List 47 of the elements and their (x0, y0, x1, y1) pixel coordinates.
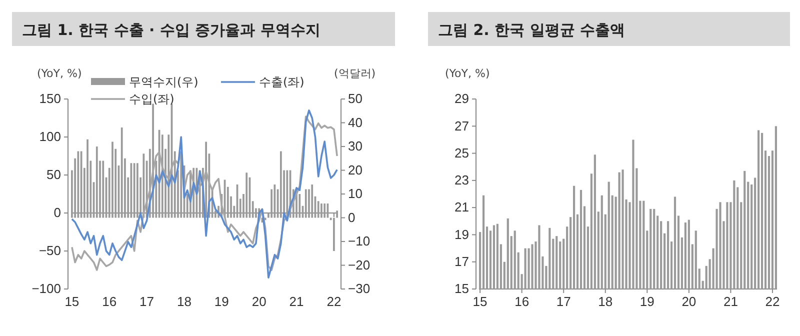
y-axis-title: (YoY, %) (37, 67, 82, 80)
x-tick-label: 22 (326, 294, 342, 310)
y2-tick-label: −10 (348, 234, 370, 249)
y2-axis-title: (억달러) (334, 67, 376, 80)
y2-tick-label: 20 (348, 162, 362, 178)
y2-tick-label: 50 (348, 91, 362, 106)
x-tick-label: 20 (682, 294, 696, 310)
x-tick-label: 15 (64, 294, 80, 310)
chart-title: 그림 1. 한국 수출 · 수입 증가율과 무역수지 (22, 21, 320, 39)
x-tick-label: 21 (723, 294, 738, 310)
x-tick-label: 22 (765, 294, 780, 310)
y-tick-label: 25 (454, 145, 469, 160)
legend-label: 무역수지(우) (129, 75, 198, 89)
y2-tick-label: −20 (348, 257, 370, 272)
chart-title: 그림 2. 한국 일평균 수출액 (438, 21, 626, 39)
y-tick-label: 27 (454, 118, 469, 134)
y2-tick-label: 30 (348, 138, 362, 154)
y-tick-label: 15 (454, 281, 469, 296)
x-tick-label: 17 (140, 294, 154, 310)
x-tick-label: 18 (598, 294, 613, 310)
legend-label: 수출(좌) (259, 75, 304, 89)
y-tick-label: 150 (39, 91, 61, 106)
y-tick-label: 21 (454, 200, 469, 215)
y-tick-label: 19 (454, 226, 469, 242)
x-tick-label: 18 (176, 294, 192, 310)
x-tick-label: 16 (102, 294, 117, 310)
y-tick-label: 100 (39, 129, 61, 144)
y-axis-title: (YoY, %) (445, 67, 490, 80)
y-tick-label: −50 (38, 243, 61, 258)
x-tick-label: 21 (289, 294, 304, 310)
y2-tick-label: −30 (348, 281, 370, 296)
legend-label: 수입(좌) (129, 92, 174, 106)
x-tick-label: 19 (640, 294, 654, 310)
y2-tick-label: 40 (348, 114, 362, 130)
y-tick-label: 29 (454, 91, 469, 106)
y-tick-label: 17 (454, 254, 469, 270)
y2-tick-label: 10 (348, 186, 362, 202)
x-tick-label: 16 (514, 294, 530, 310)
y-tick-label: 0 (54, 205, 61, 220)
y-tick-label: 23 (454, 172, 469, 188)
y-tick-label: −100 (32, 281, 61, 296)
y-tick-label: 50 (46, 167, 61, 182)
x-tick-label: 15 (472, 294, 488, 310)
x-tick-label: 17 (556, 294, 571, 310)
y2-tick-label: 0 (348, 210, 356, 225)
x-tick-label: 19 (214, 294, 229, 310)
x-tick-label: 20 (252, 294, 266, 310)
